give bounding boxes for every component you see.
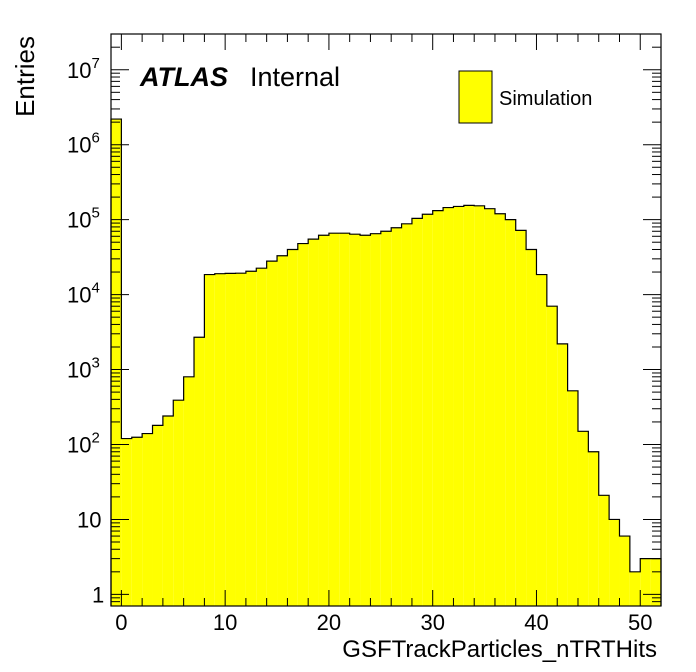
legend-swatch	[458, 70, 493, 124]
histogram-bin	[162, 415, 174, 606]
histogram-bin	[111, 119, 122, 606]
histogram-bin	[225, 273, 236, 606]
histogram-bin	[173, 400, 184, 606]
histogram-bin	[194, 337, 205, 606]
histogram-bin	[557, 343, 568, 606]
histogram-bin	[422, 214, 433, 606]
atlas-label: ATLAS	[139, 62, 228, 92]
histogram-bin	[214, 273, 226, 606]
histogram-bin	[536, 274, 547, 606]
histogram-bin	[546, 306, 558, 606]
histogram-bin	[588, 451, 599, 606]
histogram-bin	[515, 230, 527, 606]
histogram-bin	[391, 227, 402, 607]
x-tick-label: 50	[628, 610, 652, 635]
histogram-bin	[131, 437, 143, 606]
y-tick-label: 103	[67, 355, 100, 383]
histogram-bin	[121, 438, 132, 606]
y-tick-label: 102	[67, 429, 100, 457]
x-tick-label: 20	[317, 610, 341, 635]
histogram-bin	[577, 431, 589, 606]
histogram-bin	[266, 261, 278, 606]
histogram-bin	[360, 235, 371, 607]
histogram-bin	[411, 218, 423, 607]
histogram-bin	[640, 558, 651, 606]
histogram-bin	[401, 223, 412, 606]
histogram-bin	[380, 231, 392, 607]
histogram-bars	[110, 118, 662, 607]
histogram-bin	[370, 233, 381, 606]
y-tick-label: 1	[92, 582, 104, 607]
histogram-bin	[256, 268, 267, 606]
x-tick-label: 40	[524, 610, 548, 635]
x-tick-label: 0	[115, 610, 127, 635]
histogram-bin	[505, 219, 516, 607]
histogram-bin	[650, 558, 661, 606]
histogram-bin	[277, 255, 288, 606]
histogram-bin	[339, 233, 350, 606]
histogram-bin	[567, 390, 578, 606]
histogram-bin	[526, 249, 537, 606]
histogram-outline	[110, 118, 662, 606]
x-tick-label: 10	[213, 610, 237, 635]
y-tick-label: 104	[67, 280, 100, 308]
histogram-bin	[609, 519, 620, 606]
histogram-bin	[463, 205, 475, 606]
axis-tick-labels: 0 10 20 30 40 50 1 10 102 103 104 105 106 107	[67, 55, 652, 635]
legend-entry-simulation: Simulation	[499, 88, 592, 110]
histogram-bin	[235, 273, 246, 606]
histogram-bin	[598, 495, 610, 606]
y-axis-label: Entries	[10, 36, 40, 117]
legend: Simulation	[458, 70, 592, 124]
histogram-bin	[443, 207, 454, 606]
plot-frame	[110, 33, 662, 607]
histogram-bin	[204, 274, 215, 606]
histogram-bin	[453, 206, 464, 607]
histogram-bin	[318, 235, 329, 607]
histogram-bin	[183, 376, 195, 606]
histogram-bin	[287, 249, 298, 606]
internal-label: Internal	[250, 62, 340, 92]
histogram-bin	[328, 233, 340, 606]
histogram-bin	[297, 243, 309, 606]
histogram-bin	[308, 239, 319, 606]
x-axis-label: GSFTrackParticles_nTRTHits	[342, 636, 657, 663]
histogram-bin	[484, 208, 495, 607]
histogram-bin	[474, 205, 485, 606]
y-tick-label: 105	[67, 205, 100, 233]
histogram-bin	[245, 271, 257, 606]
y-tick-label: 10	[77, 507, 101, 532]
y-tick-label: 107	[67, 55, 100, 83]
histogram-bin	[432, 210, 444, 606]
histogram-bin	[619, 536, 630, 606]
histogram-bin	[494, 213, 506, 606]
histogram-bin	[142, 433, 153, 606]
histogram-bin	[152, 425, 163, 606]
y-tick-label: 106	[67, 130, 100, 158]
histogram-bin	[629, 571, 641, 606]
histogram-bin	[349, 234, 361, 607]
axis-ticks	[111, 33, 662, 607]
x-tick-label: 30	[420, 610, 444, 635]
